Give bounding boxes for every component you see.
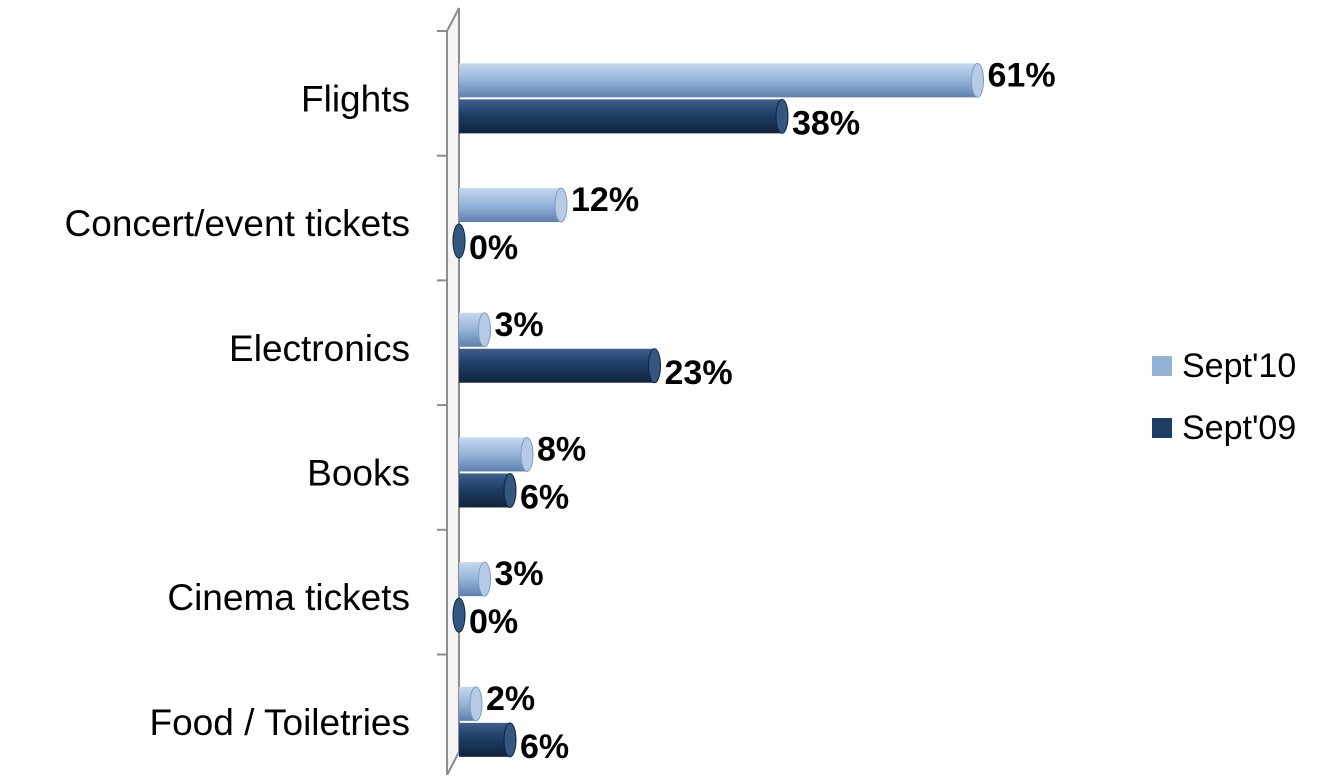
data-label-sept-10-books: 8% (537, 430, 586, 468)
bar-sept-10-books (459, 437, 527, 472)
bar-cap-sept-10-flights (971, 62, 984, 98)
data-label-sept-10-concert-event-tickets: 12% (571, 181, 639, 219)
legend-item-sept09: Sept'09 (1152, 402, 1342, 454)
data-label-sept-09-food-toiletries: 6% (520, 728, 569, 766)
category-label-concert-event-tickets: Concert/event tickets (65, 203, 410, 244)
bar-sept-09-books (459, 473, 510, 508)
data-label-sept-09-books: 6% (520, 478, 569, 516)
bar-sept-10-concert-event-tickets (459, 188, 561, 223)
bar-sept-09-food-toiletries (459, 722, 510, 757)
legend-label-sept10: Sept'10 (1182, 346, 1297, 385)
bar-cap-sept-09-food-toiletries (503, 722, 517, 758)
legend-swatch-sept10 (1152, 356, 1172, 376)
legend: Sept'10 Sept'09 (1152, 340, 1342, 464)
category-label-flights: Flights (301, 78, 410, 119)
bar-cap-sept-09-electronics (648, 348, 661, 384)
data-label-sept-10-cinema-tickets: 3% (495, 555, 544, 593)
bar-cap-sept-10-electronics (478, 312, 491, 348)
labels-layer: Flights Concert/event tickets Electronics B… (65, 56, 1056, 766)
data-label-sept-10-electronics: 3% (495, 306, 544, 344)
category-label-books: Books (307, 452, 410, 493)
bar-cap-sept-09-flights (775, 98, 789, 134)
category-label-food-toiletries: Food / Toiletries (150, 702, 411, 743)
legend-item-sept10: Sept'10 (1152, 340, 1342, 392)
axis-wall (446, 7, 460, 776)
bar-cap-sept-09-books (503, 472, 517, 508)
category-label-electronics: Electronics (229, 328, 410, 369)
bar-sept-10-flights (459, 63, 978, 98)
bar-cap-sept-10-food-toiletries (469, 686, 483, 722)
data-label-sept-10-flights: 61% (988, 56, 1056, 94)
bar-cap-sept-10-cinema-tickets (478, 561, 491, 597)
axis-layer (437, 7, 460, 780)
data-label-sept-10-food-toiletries: 2% (486, 680, 535, 718)
bar-cap-sept-09-concert-event-tickets (452, 223, 466, 259)
data-label-sept-09-flights: 38% (792, 104, 860, 142)
bar-cap-sept-09-cinema-tickets (452, 597, 466, 633)
bar-cap-sept-10-books (520, 436, 534, 472)
bar-sept-09-flights (459, 99, 782, 134)
bar-cap-sept-10-concert-event-tickets (554, 187, 568, 223)
legend-swatch-sept09 (1152, 418, 1172, 438)
bar-sept-09-electronics (459, 348, 655, 383)
data-label-sept-09-concert-event-tickets: 0% (469, 229, 518, 267)
legend-label-sept09: Sept'09 (1182, 408, 1297, 447)
data-label-sept-09-electronics: 23% (665, 354, 733, 392)
bars-layer (452, 62, 984, 758)
data-label-sept-09-cinema-tickets: 0% (469, 603, 518, 641)
category-label-cinema-tickets: Cinema tickets (167, 577, 410, 618)
